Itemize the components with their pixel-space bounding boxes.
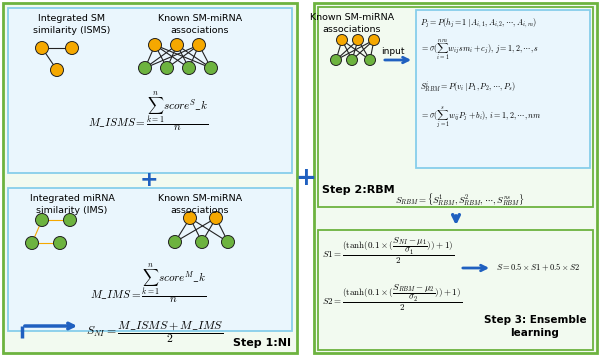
- Text: $S = 0.5\times S1 + 0.5\times S2$: $S = 0.5\times S1 + 0.5\times S2$: [496, 262, 580, 273]
- Text: Known SM-miRNA
associations: Known SM-miRNA associations: [158, 194, 242, 215]
- Circle shape: [221, 236, 235, 248]
- Text: $\mathbf{+}$: $\mathbf{+}$: [139, 170, 157, 190]
- Text: Known SM-miRNA
associations: Known SM-miRNA associations: [158, 14, 242, 35]
- Circle shape: [35, 42, 49, 54]
- Circle shape: [161, 62, 173, 74]
- FancyBboxPatch shape: [314, 3, 597, 353]
- Text: $S_{RBM}^{i} = P(v_i\,|\,P_1, P_2, \cdots, P_s)$: $S_{RBM}^{i} = P(v_i\,|\,P_1, P_2, \cdot…: [420, 80, 516, 95]
- Text: Known SM-miRNA
associations: Known SM-miRNA associations: [310, 13, 394, 34]
- Text: Step 3: Ensemble
learning: Step 3: Ensemble learning: [484, 315, 586, 338]
- Text: Integrated miRNA
similarity (IMS): Integrated miRNA similarity (IMS): [29, 194, 115, 215]
- Text: $= \sigma(\sum_{i=1}^{nm} w_{ij}sm_i + c_j),\, j = 1, 2, \cdots, s$: $= \sigma(\sum_{i=1}^{nm} w_{ij}sm_i + c…: [420, 38, 539, 62]
- Circle shape: [331, 54, 341, 66]
- Text: $M\_IMS = \dfrac{\sum_{k=1}^{n} score^{M}\_k}{n}$: $M\_IMS = \dfrac{\sum_{k=1}^{n} score^{M…: [90, 262, 206, 307]
- Text: $P_j = P(h_j = 1\,|\,A_{i,1}, A_{i,2}, \cdots, A_{i,m})$: $P_j = P(h_j = 1\,|\,A_{i,1}, A_{i,2}, \…: [420, 16, 537, 30]
- Circle shape: [65, 42, 79, 54]
- Text: input: input: [381, 47, 405, 57]
- Text: $S_{NI} = \dfrac{M\_ISMS + M\_IMS}{2}$: $S_{NI} = \dfrac{M\_ISMS + M\_IMS}{2}$: [86, 319, 224, 345]
- Text: $\mathbf{+}$: $\mathbf{+}$: [295, 166, 315, 190]
- Circle shape: [149, 38, 161, 52]
- Text: $M\_ISMS = \dfrac{\sum_{k=1}^{n} score^{S}\_k}{n}$: $M\_ISMS = \dfrac{\sum_{k=1}^{n} score^{…: [88, 90, 208, 135]
- Circle shape: [50, 63, 64, 77]
- Text: $S1 = \dfrac{(\tanh(0.1\times(\dfrac{S_{NI}-\mu_1}{\sigma_1}))+1)}{2}$: $S1 = \dfrac{(\tanh(0.1\times(\dfrac{S_{…: [322, 236, 454, 266]
- Circle shape: [193, 38, 205, 52]
- Circle shape: [35, 214, 49, 226]
- Circle shape: [205, 62, 218, 74]
- Circle shape: [196, 236, 209, 248]
- Text: $S2 = \dfrac{(\tanh(0.1\times(\dfrac{S_{RBM}-\mu_2}{\sigma_2}))+1)}{2}$: $S2 = \dfrac{(\tanh(0.1\times(\dfrac{S_{…: [322, 283, 462, 313]
- Circle shape: [139, 62, 151, 74]
- Circle shape: [182, 62, 196, 74]
- Circle shape: [209, 211, 223, 225]
- Circle shape: [337, 35, 347, 46]
- Text: $S_{RBM} = \{S_{RBM}^{1}, S_{RBM}^{2}, \cdots, S_{RBM}^{ns}\}$: $S_{RBM} = \{S_{RBM}^{1}, S_{RBM}^{2}, \…: [395, 192, 525, 208]
- Circle shape: [365, 54, 376, 66]
- Text: Step 2:RBM: Step 2:RBM: [322, 185, 395, 195]
- Circle shape: [184, 211, 197, 225]
- Circle shape: [64, 214, 77, 226]
- Circle shape: [170, 38, 184, 52]
- Circle shape: [25, 236, 38, 250]
- Text: Integrated SM
similarity (ISMS): Integrated SM similarity (ISMS): [34, 14, 110, 35]
- Text: Step 1:NI: Step 1:NI: [233, 338, 291, 348]
- FancyBboxPatch shape: [318, 7, 593, 207]
- FancyBboxPatch shape: [3, 3, 297, 353]
- Circle shape: [53, 236, 67, 250]
- FancyBboxPatch shape: [8, 8, 292, 173]
- FancyBboxPatch shape: [318, 230, 593, 350]
- Circle shape: [368, 35, 380, 46]
- Text: $= \sigma(\sum_{j=1}^{s} w_{ij}P_j + b_i),\, i = 1, 2, \cdots, nm$: $= \sigma(\sum_{j=1}^{s} w_{ij}P_j + b_i…: [420, 105, 542, 130]
- FancyBboxPatch shape: [416, 10, 590, 168]
- Circle shape: [347, 54, 358, 66]
- FancyBboxPatch shape: [8, 188, 292, 331]
- Circle shape: [169, 236, 182, 248]
- Circle shape: [353, 35, 364, 46]
